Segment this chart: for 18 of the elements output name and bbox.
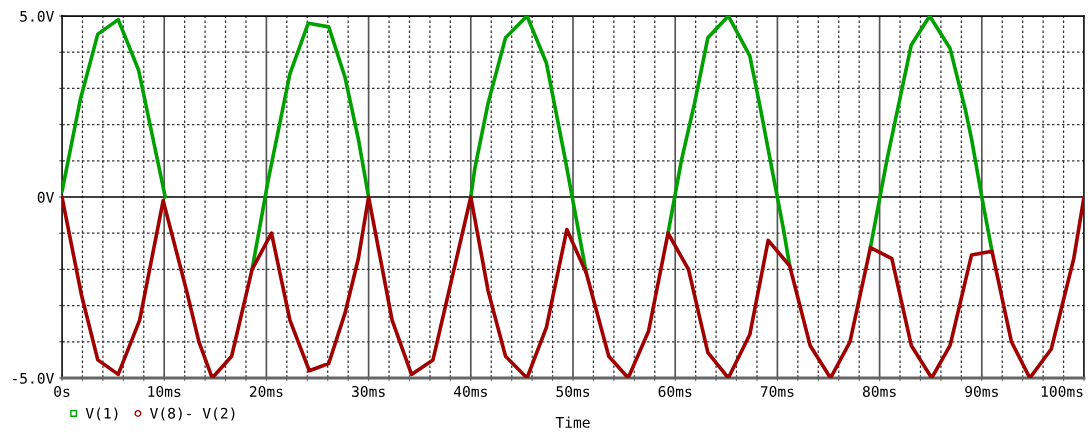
x-axis-title: Time (555, 416, 590, 428)
x-tick-label: 10ms (148, 385, 181, 397)
x-tick-label: 70ms (760, 385, 794, 397)
x-tick-label: 40ms (453, 385, 487, 397)
legend-label: V(1) (85, 407, 118, 421)
x-tick-label: 90ms (965, 385, 998, 397)
x-tick-label: 30ms (352, 385, 385, 397)
line-series (62, 195, 1084, 378)
y-tick-label: -5.0V (13, 372, 54, 384)
y-tick-label: 5.0V (20, 10, 54, 22)
x-tick-label: 60ms (658, 385, 692, 397)
legend-label: V(8)- V(2) (150, 407, 235, 421)
x-tick-label: 50ms (556, 385, 590, 397)
y-tick-label: 0V (37, 191, 54, 203)
x-tick-label: 0s (54, 385, 70, 397)
x-tick-label: 80ms (862, 385, 896, 397)
x-tick-label: 20ms (249, 385, 283, 397)
x-tick-label: 100ms (1041, 385, 1083, 397)
